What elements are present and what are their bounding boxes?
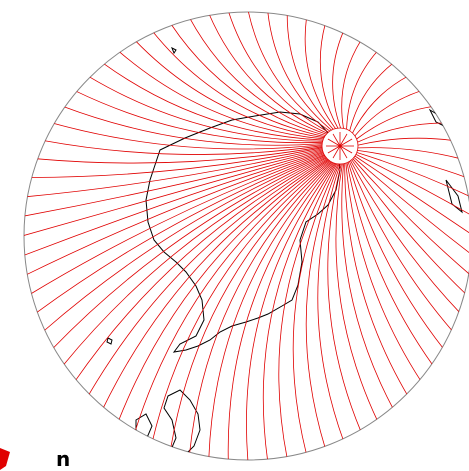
meridian: [354, 155, 469, 237]
meridian: [152, 30, 325, 137]
meridian: [35, 154, 325, 314]
meridian: [353, 157, 469, 257]
meridian: [43, 140, 323, 155]
meridian: [74, 157, 327, 382]
meridian: [278, 163, 338, 459]
meridian: [354, 90, 422, 137]
meridian: [286, 13, 334, 130]
meridian: [339, 145, 353, 154]
meridian: [356, 152, 469, 198]
edge-mark: [0, 448, 10, 470]
meridian: [341, 40, 362, 129]
caption: n: [56, 447, 70, 471]
meridian: [341, 163, 394, 410]
meridian: [35, 146, 323, 164]
meridian: [42, 155, 325, 332]
meridian: [62, 156, 327, 366]
meridian: [118, 159, 329, 422]
meridian: [327, 145, 341, 154]
meridian: [350, 160, 461, 314]
meridian: [357, 122, 444, 143]
meridian: [189, 161, 333, 455]
meridian: [305, 163, 340, 449]
meridian: [357, 147, 461, 160]
meridian: [339, 145, 348, 159]
meridian: [118, 50, 324, 140]
meridian: [25, 148, 323, 198]
meridian: [208, 162, 334, 459]
meridian: [327, 163, 362, 432]
meridian-lines: [24, 12, 469, 460]
meridian: [292, 163, 339, 455]
meridian: [345, 162, 422, 382]
meridian: [349, 161, 454, 332]
island-coastline: [163, 389, 201, 457]
island-coastline: [171, 46, 177, 55]
meridian: [52, 122, 323, 150]
meridian: [335, 163, 378, 422]
meridian: [304, 17, 336, 129]
meridian: [29, 147, 323, 178]
continent-coastline: [145, 111, 341, 353]
meridian: [317, 163, 344, 441]
meridian: [356, 106, 434, 140]
meridian: [24, 150, 323, 237]
meridian: [352, 158, 469, 276]
meridian: [346, 50, 378, 130]
meridian: [134, 40, 325, 139]
island-coastline: [445, 179, 463, 214]
meridian: [24, 151, 324, 257]
meridian: [351, 159, 467, 295]
meridian: [25, 152, 324, 276]
meridian: [339, 133, 348, 147]
meridian: [170, 23, 326, 136]
meridian: [74, 90, 323, 144]
meridian: [189, 17, 327, 135]
meridian: [339, 138, 353, 147]
meridian: [24, 149, 323, 217]
meridian: [29, 153, 324, 295]
meridian: [347, 161, 445, 350]
meridian: [332, 31, 344, 129]
meridian: [355, 154, 469, 217]
meridian: [327, 138, 341, 147]
meridian: [344, 163, 409, 397]
meridian: [262, 163, 337, 460]
meridian: [246, 163, 336, 460]
meridian: [102, 62, 324, 141]
island-coastline: [106, 337, 113, 345]
meridian: [227, 162, 335, 460]
meridian: [87, 158, 328, 397]
meridian: [152, 160, 331, 441]
pole-spokes: [326, 132, 354, 160]
meridian: [208, 13, 328, 134]
meridian: [247, 12, 331, 132]
meridian: [170, 161, 332, 449]
meridian: [87, 75, 323, 142]
meridian: [346, 162, 434, 366]
meridian: [267, 12, 332, 131]
meridian: [227, 12, 329, 133]
meridian: [332, 145, 341, 159]
meridian: [332, 133, 341, 147]
meridian: [319, 23, 339, 129]
meridian: [357, 137, 453, 146]
meridian: [134, 160, 330, 432]
meridian: [352, 75, 408, 134]
meridian: [349, 62, 394, 131]
meridian: [102, 159, 329, 410]
meridian: [52, 156, 326, 350]
meridian: [62, 106, 323, 146]
meridian: [357, 150, 467, 178]
